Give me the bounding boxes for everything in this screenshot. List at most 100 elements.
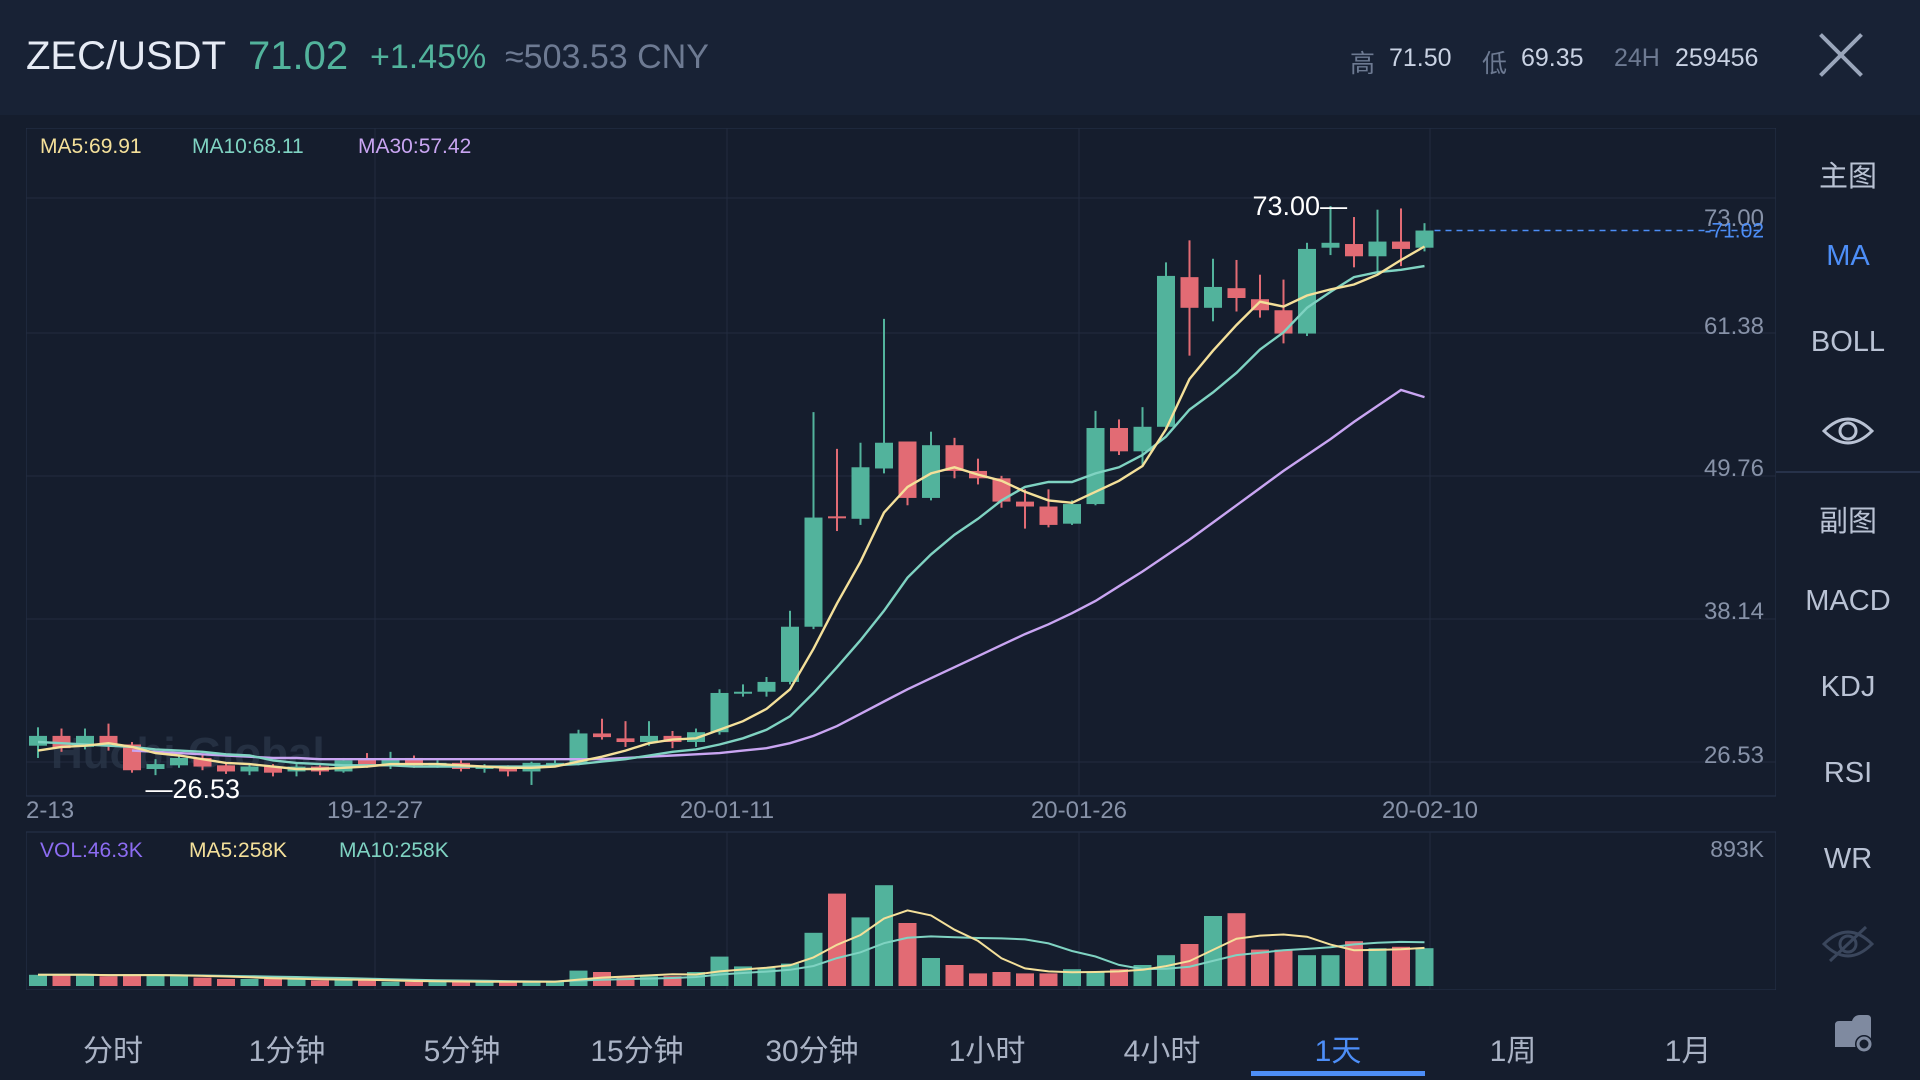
candle-body [1392,241,1410,249]
volume-bar [1157,955,1175,986]
candle-body [499,766,517,772]
menu-kdj[interactable]: KDJ [1820,671,1876,703]
candle-body [710,692,729,733]
kline-chart[interactable]: 73.00 61.38 49.76 38.14 26.53 2-13 19-12-27 20… [25,127,1777,991]
close-icon[interactable] [1818,32,1864,78]
volume-bar [99,976,118,986]
x-tick-label: 20-01-26 [1031,797,1127,824]
menu-ma[interactable]: MA [1826,240,1870,272]
menu-rsi[interactable]: RSI [1823,757,1873,789]
candle-body [569,733,588,763]
candle-body [1063,504,1081,524]
volume-bar [334,980,353,986]
menu-divider [1776,471,1920,473]
volume-bar [522,981,541,986]
tab-4hour[interactable]: 4小时 [1123,1035,1201,1068]
ma5-line [37,245,1426,771]
legend-ma30: MA30:57.42 [358,135,471,158]
volume-bar [1016,973,1034,986]
volume-bar [1063,969,1081,986]
candle-body [640,735,658,743]
vol-legend-ma5: MA5:258K [189,839,287,862]
volume-bar [146,974,165,986]
chart-canvas[interactable]: 73.00 61.38 49.76 38.14 26.53 2-13 19-12-27 20… [25,127,1777,991]
indicator-menu: 主图 MA BOLL 副图 MACD KDJ RSI WR [1776,128,1920,1080]
volume-bar [569,970,588,986]
legend-ma10: MA10:68.11 [192,135,304,158]
eye-icon[interactable] [1776,411,1920,451]
vol-legend: VOL:46.3K [40,839,143,862]
candle-body [193,757,212,767]
candle-body [1368,241,1387,257]
vol-ma5-line [38,909,1425,983]
x-tick-label: 2-13 [26,797,74,824]
tab-1min[interactable]: 1分钟 [248,1035,326,1068]
eye-off-icon[interactable] [1776,923,1920,965]
menu-boll[interactable]: BOLL [1810,326,1886,358]
high-value: 71.50 [1389,44,1452,72]
menu-wr[interactable]: WR [1823,843,1873,875]
settings-icon[interactable] [1832,1013,1874,1055]
vol-ma10-line [38,935,1425,983]
volume-bar [945,965,964,986]
volume-bar [687,972,705,986]
menu-macd[interactable]: MACD [1805,585,1891,617]
volume-bar [475,981,494,986]
candle-body [781,626,799,682]
candle-body [1321,242,1340,248]
eye-icon-svg [1821,417,1875,445]
volume-bar [311,980,329,986]
candle-body [1180,277,1199,308]
candle-body [1039,506,1058,525]
candle-body [1157,275,1175,427]
candle-body [217,765,235,772]
header-bar: ZEC/USDT 71.02 +1.45% ≈503.53 CNY 高 71.5… [0,0,1920,115]
volume-bar [287,979,306,986]
volume-bar [1180,944,1199,986]
y-tick-label: 26.53 [1704,742,1764,769]
tab-1day[interactable]: 1天 [1314,1035,1362,1068]
candle-body [146,764,165,770]
legend-ma5: MA5:69.91 [40,135,142,158]
volume-bar [1086,972,1105,986]
pair-title: ZEC/USDT [26,34,226,78]
tab-1month[interactable]: 1月 [1664,1035,1712,1068]
volume-bar [969,973,987,986]
tab-15min[interactable]: 15分钟 [590,1035,684,1068]
volume-bar [1392,946,1410,986]
volume-bar [1298,955,1316,986]
volume-bar [405,981,423,986]
volume-bar [616,976,635,986]
volume-24h-value: 259456 [1675,44,1759,72]
active-tab-indicator [1251,1071,1425,1076]
candle-body [828,516,846,519]
volume-bar [170,976,188,986]
candle-body [1415,230,1434,248]
low-label: 低 [1482,50,1508,78]
tab-timeline[interactable]: 分时 [83,1035,143,1068]
volume-bar [123,974,141,986]
tab-5min[interactable]: 5分钟 [423,1035,501,1068]
y-tick-label: 38.14 [1704,598,1764,625]
ma30-line [131,388,1425,761]
candle-body [358,759,376,766]
candle-body [405,757,423,766]
tab-30min[interactable]: 30分钟 [765,1035,859,1068]
tab-1week[interactable]: 1周 [1489,1035,1537,1068]
candle-body [264,766,282,773]
candle-body [240,766,259,772]
tab-1hour[interactable]: 1小时 [948,1035,1026,1068]
candle-body [1086,428,1105,505]
volume-bar [898,923,917,986]
candle-body [734,691,752,694]
settings-icon-svg [1835,1015,1873,1053]
candle-body [1298,248,1316,334]
volume-bar [1110,969,1128,986]
volume-bar [1415,948,1434,986]
vol-legend-ma10: MA10:258K [339,839,449,862]
x-tick-label: 19-12-27 [327,797,423,824]
high-marker: 73.00— [1253,191,1348,221]
volume-bar [358,980,376,986]
candle-body [1227,288,1246,298]
volume-bar [804,932,823,986]
